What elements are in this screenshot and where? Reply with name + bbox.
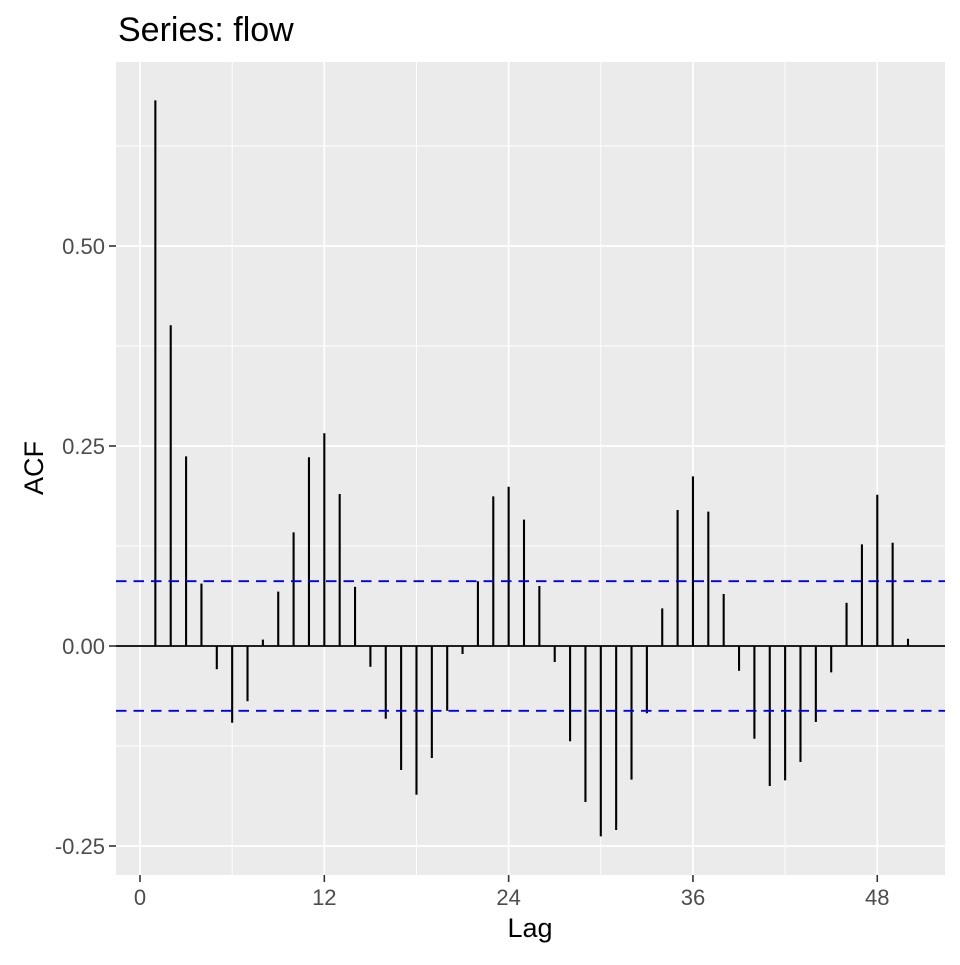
plot-title: Series: flow (118, 11, 294, 49)
x-tick-label: 36 (681, 885, 705, 910)
acf-bars (154, 100, 910, 837)
x-axis-title: Lag (507, 913, 552, 943)
y-axis-tick-labels: 0.50 0.25 0.00 -0.25 (55, 234, 105, 859)
x-tick-label: 24 (496, 885, 520, 910)
y-tick-label: 0.50 (62, 234, 105, 259)
confidence-interval-lines (116, 580, 945, 712)
plot-panel-background (116, 62, 945, 875)
y-tick-label: -0.25 (55, 834, 105, 859)
y-axis-title: ACF (19, 441, 49, 495)
axis-tick-marks (109, 245, 879, 882)
x-tick-label: 12 (312, 885, 336, 910)
x-axis-tick-labels: 0 12 24 36 48 (134, 885, 890, 910)
x-tick-label: 0 (134, 885, 146, 910)
x-tick-label: 48 (865, 885, 889, 910)
y-tick-label: 0.00 (62, 634, 105, 659)
gridlines-minor (116, 62, 945, 875)
y-tick-label: 0.25 (62, 434, 105, 459)
